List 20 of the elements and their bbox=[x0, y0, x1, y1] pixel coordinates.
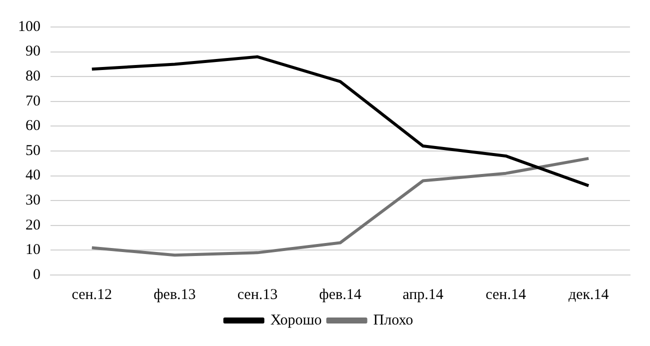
x-tick-label: фев.13 bbox=[154, 286, 196, 303]
y-tick-label: 90 bbox=[26, 44, 40, 60]
x-tick-label: сен.13 bbox=[237, 286, 278, 303]
y-tick-label: 30 bbox=[26, 192, 40, 209]
y-tick-label: 80 bbox=[26, 68, 40, 85]
y-tick-label: 0 bbox=[33, 266, 40, 283]
x-tick-label: сен.14 bbox=[486, 286, 526, 303]
x-tick-label: сен.12 bbox=[72, 286, 112, 303]
x-tick-label: апр.14 bbox=[402, 286, 444, 303]
x-tick-label: фев.14 bbox=[319, 286, 362, 303]
y-tick-label: 10 bbox=[26, 242, 40, 258]
legend-label: Плохо bbox=[373, 312, 414, 328]
y-tick-label: 70 bbox=[26, 93, 40, 110]
y-tick-label: 50 bbox=[26, 142, 40, 159]
y-tick-label: 40 bbox=[26, 168, 40, 184]
x-tick-label: дек.14 bbox=[568, 286, 610, 303]
y-tick-label: 100 bbox=[18, 18, 40, 35]
y-tick-label: 60 bbox=[26, 118, 40, 134]
legend-label: Хорошо bbox=[270, 312, 322, 328]
y-tick-label: 20 bbox=[26, 217, 40, 234]
